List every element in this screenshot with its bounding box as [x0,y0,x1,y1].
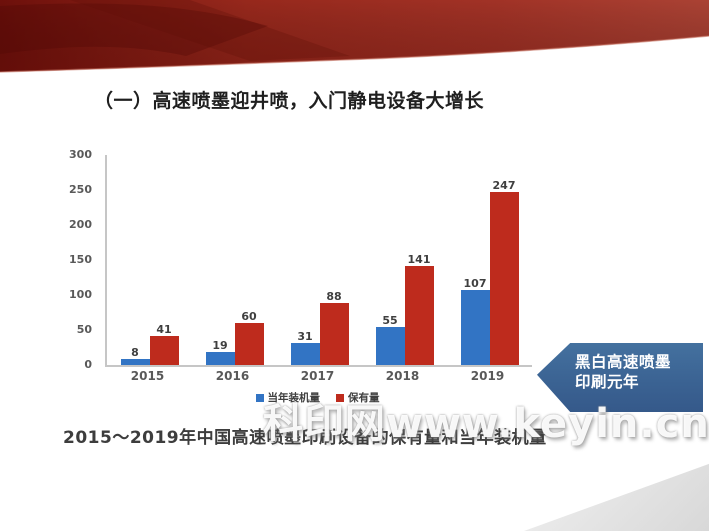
bar-保有量-2017 [319,303,349,365]
chart-caption: 2015～2019年中国高速喷墨印刷设备的保有量和当年装机量 [63,428,547,448]
bar-group-2015: 8 41 [107,155,192,365]
bar-当年装机量-2018 [375,326,405,365]
x-tick-label: 2015 [130,369,165,383]
bar-当年装机量-2016 [205,351,235,365]
bar-column: 8 [120,155,150,365]
data-label: 41 [156,323,172,337]
bar-保有量-2019 [489,192,519,365]
y-tick-label: 150 [69,253,92,266]
data-label: 141 [407,253,431,267]
y-tick-label: 0 [84,358,92,371]
bar-当年装机量-2015 [120,359,150,365]
bar-column: 141 [404,155,434,365]
bar-保有量-2016 [234,323,264,365]
bar-column: 247 [489,155,519,365]
data-label: 19 [212,338,228,352]
callout-line2: 印刷元年 [575,373,640,392]
watermark: 科印网www.keyin.cn [263,401,709,447]
data-label: 107 [463,277,487,291]
data-label: 55 [382,313,398,327]
data-label: 31 [297,330,313,344]
bar-保有量-2015 [149,336,179,365]
legend-label: 当年装机量 [267,392,321,404]
data-label: 247 [492,179,516,193]
slide-title: （一）高速喷墨迎井喷，入门静电设备大增长 [94,90,485,112]
chart-legend: 当年装机量 保有量 [105,390,530,405]
bar-group-2017: 31 88 [277,155,362,365]
data-label: 60 [241,310,257,323]
bar-column: 31 [290,155,320,365]
legend-swatch [255,393,264,402]
y-tick-label: 200 [69,218,92,231]
y-tick-label: 50 [76,323,92,336]
callout-line1: 黑白高速喷墨 [575,353,672,371]
legend-item: 保有量 [336,390,380,405]
y-axis: 0 50 100 150 200 250 300 [52,148,98,371]
bar-column: 55 [375,155,405,365]
x-tick-label: 2019 [470,369,505,383]
y-tick-label: 250 [69,183,92,196]
legend-label: 保有量 [348,392,380,404]
y-tick-label: 100 [69,288,92,301]
legend-swatch [336,393,344,402]
data-label: 8 [131,346,139,360]
bar-column: 19 [205,155,235,365]
bar-column: 88 [319,155,349,365]
bar-当年装机量-2017 [290,343,320,365]
bar-group-2016: 19 60 [192,155,277,365]
top-ribbon-decoration [0,0,709,73]
x-tick-label: 2016 [215,369,250,383]
bar-group-2019: 107 247 [447,155,532,365]
bar-当年装机量-2019 [460,290,490,365]
legend-item: 当年装机量 [255,390,321,405]
plot-area: 8 41 19 60 31 88 55 141 107 247 [105,155,532,367]
bar-column: 107 [460,155,490,365]
callout-arrow: 黑白高速喷墨 印刷元年 [537,343,703,412]
y-tick-label: 300 [69,148,92,161]
bar-保有量-2018 [404,266,434,365]
x-tick-label: 2018 [385,369,420,383]
data-label: 88 [326,290,342,304]
bar-column: 60 [234,155,264,365]
x-axis-labels: 2015 2016 2017 2018 2019 [105,369,530,383]
bar-column: 41 [149,155,179,365]
bar-group-2018: 55 141 [362,155,447,365]
x-tick-label: 2017 [300,369,335,383]
